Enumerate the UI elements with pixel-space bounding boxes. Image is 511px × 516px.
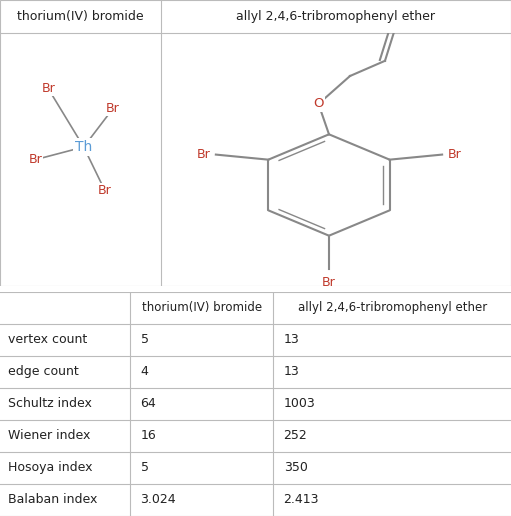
Text: Schultz index: Schultz index	[8, 397, 91, 410]
Text: O: O	[313, 98, 324, 110]
Text: 3.024: 3.024	[141, 493, 176, 507]
Text: 2.413: 2.413	[284, 493, 319, 507]
Text: Br: Br	[322, 276, 336, 289]
Text: 4: 4	[141, 365, 148, 378]
Text: edge count: edge count	[8, 365, 78, 378]
Text: 13: 13	[284, 365, 299, 378]
Text: Br: Br	[41, 82, 55, 95]
Text: 16: 16	[141, 429, 156, 442]
Text: 350: 350	[284, 461, 308, 474]
Text: 1003: 1003	[284, 397, 315, 410]
Text: thorium(IV) bromide: thorium(IV) bromide	[17, 10, 144, 23]
Text: allyl 2,4,6-tribromophenyl ether: allyl 2,4,6-tribromophenyl ether	[297, 301, 487, 314]
Text: thorium(IV) bromide: thorium(IV) bromide	[142, 301, 262, 314]
Text: Wiener index: Wiener index	[8, 429, 90, 442]
Text: Br: Br	[29, 153, 42, 166]
Text: 5: 5	[141, 461, 149, 474]
Text: allyl 2,4,6-tribromophenyl ether: allyl 2,4,6-tribromophenyl ether	[237, 10, 435, 23]
Text: Br: Br	[98, 184, 111, 197]
Text: Br: Br	[197, 148, 211, 161]
Text: 5: 5	[141, 333, 149, 346]
Text: 252: 252	[284, 429, 307, 442]
Text: 13: 13	[284, 333, 299, 346]
Text: Br: Br	[106, 103, 120, 116]
Text: Hosoya index: Hosoya index	[8, 461, 92, 474]
Text: Balaban index: Balaban index	[8, 493, 97, 507]
Text: vertex count: vertex count	[8, 333, 87, 346]
Text: 64: 64	[141, 397, 156, 410]
Text: Th: Th	[75, 140, 92, 154]
Text: Br: Br	[447, 148, 461, 161]
